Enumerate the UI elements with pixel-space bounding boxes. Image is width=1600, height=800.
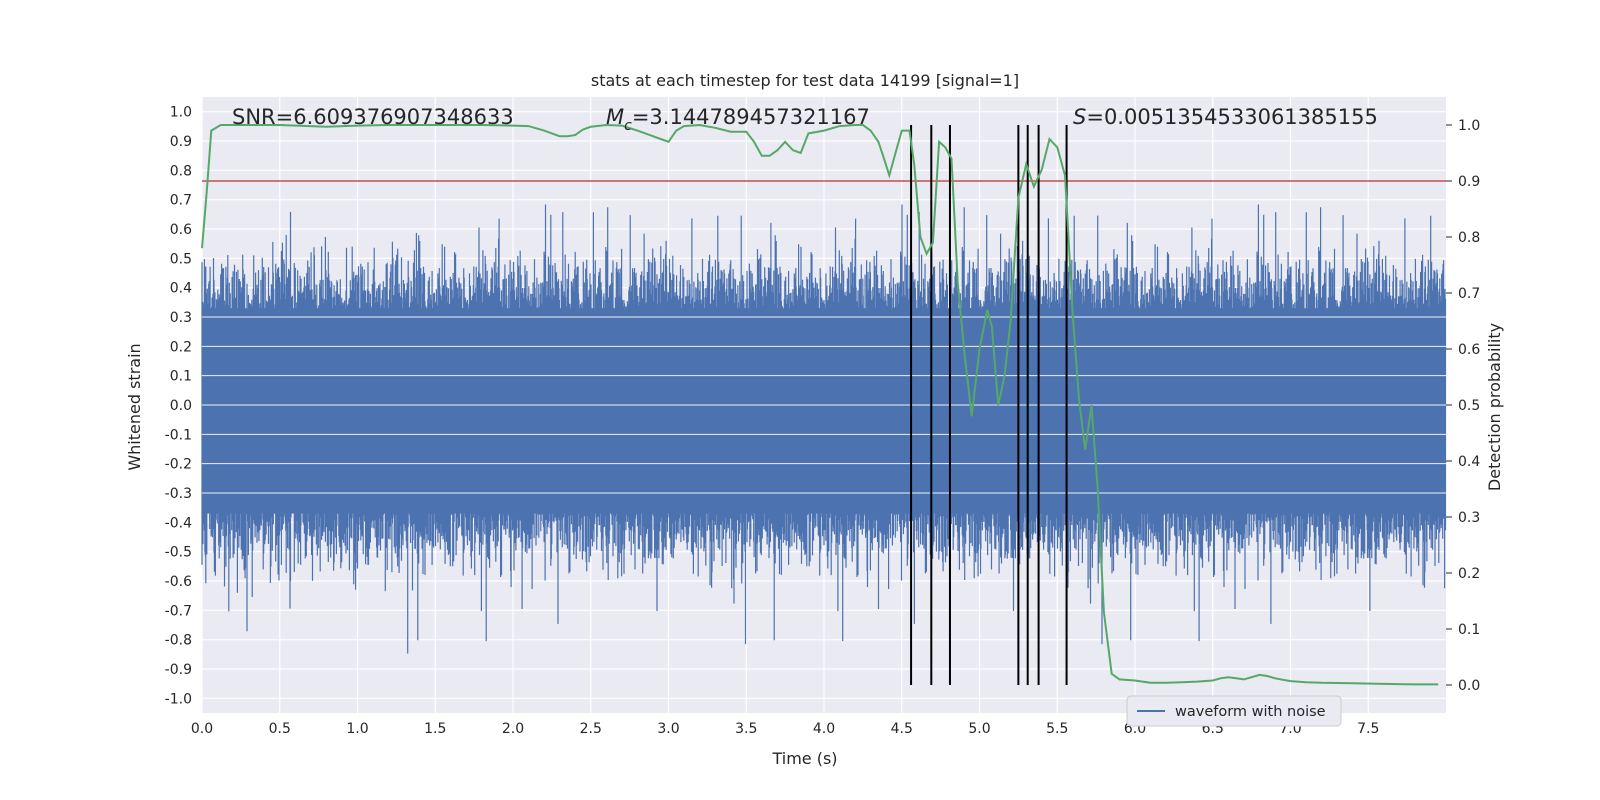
y-tick-label: -0.5 [165,545,192,561]
x-tick-label: 5.0 [968,721,990,737]
x-tick-label: 1.0 [346,721,368,737]
y2-tick-label: 0.6 [1458,342,1480,358]
x-tick-label: 0.5 [269,721,291,737]
s-annotation: S=0.0051354533061385155 [1073,105,1378,129]
x-tick-label: 3.5 [735,721,757,737]
x-tick-label: 2.0 [502,721,524,737]
x-tick-label: 2.5 [580,721,602,737]
chirp-mass-annotation: Mc=3.144789457321167 [606,105,870,134]
waveform-series [201,204,1447,654]
detection-probability-series [201,123,1439,686]
x-tick-label: 7.5 [1357,721,1379,737]
y2-tick-label: 1.0 [1458,118,1480,134]
x-axis-label: Time (s) [771,749,837,768]
s-symbol: S [1073,105,1086,129]
x-tick-label: 3.0 [657,721,679,737]
y-tick-label: -0.9 [165,662,192,678]
y-axis-right: 1.0 0.9 0.8 0.7 0.6 0.5 0.4 0.3 0.2 0.1 0.0 [1446,118,1480,694]
y2-tick-label: 0.0 [1458,678,1480,694]
detection-probability-line [201,123,1439,686]
y-tick-label: -1.0 [165,691,192,707]
y-tick-label: -0.8 [165,633,192,649]
y-tick-label: -0.1 [165,427,192,443]
y2-axis-label: Detection probability [1485,323,1504,491]
chirp-mass-symbol: M [606,105,624,129]
y-axis-label: Whitened strain [125,343,144,470]
y2-tick-label: 0.9 [1458,174,1480,190]
y2-tick-label: 0.4 [1458,454,1480,470]
y2-tick-label: 0.5 [1458,398,1480,414]
s-value: =0.0051354533061385155 [1086,105,1378,129]
y2-tick-label: 0.1 [1458,622,1480,638]
y-tick-label: -0.7 [165,603,192,619]
x-tick-label: 1.5 [424,721,446,737]
legend: waveform with noise [1126,695,1342,727]
y-tick-label: 1.0 [170,105,192,121]
y-tick-label: 0.7 [170,193,192,209]
legend-label: waveform with noise [1175,704,1326,720]
y-tick-label: 0.3 [170,310,192,326]
y-tick-label: 0.5 [170,251,192,267]
x-tick-label: 5.5 [1046,721,1068,737]
chirp-mass-value: =3.144789457321167 [632,105,870,129]
y2-tick-label: 0.7 [1458,286,1480,302]
y-axis-left: 1.0 0.9 0.8 0.7 0.6 0.5 0.4 0.3 0.2 0.1 0.0 -0.1 -0.… [165,105,192,708]
waveform-line [201,204,1447,654]
y-tick-label: 0.2 [170,339,192,355]
chirp-mass-subscript: c [624,118,632,134]
x-tick-label: 4.0 [813,721,835,737]
y-tick-label: 0.9 [170,134,192,150]
y-tick-label: 0.8 [170,163,192,179]
chart-title: stats at each timestep for test data 141… [591,71,1019,90]
y2-tick-label: 0.2 [1458,566,1480,582]
y-tick-label: -0.2 [165,457,192,473]
y-tick-label: 0.4 [170,281,192,297]
y2-tick-label: 0.8 [1458,230,1480,246]
x-tick-label: 0.0 [191,721,213,737]
y2-tick-label: 0.3 [1458,510,1480,526]
y-tick-label: 0.1 [170,369,192,385]
y-tick-label: -0.6 [165,574,192,590]
y-tick-label: -0.4 [165,515,192,531]
legend-box [1126,695,1342,727]
snr-annotation: SNR=6.609376907348633 [232,105,514,129]
y-tick-label: 0.0 [170,398,192,414]
y-tick-label: 0.6 [170,222,192,238]
y-tick-label: -0.3 [165,486,192,502]
x-tick-label: 4.5 [891,721,913,737]
